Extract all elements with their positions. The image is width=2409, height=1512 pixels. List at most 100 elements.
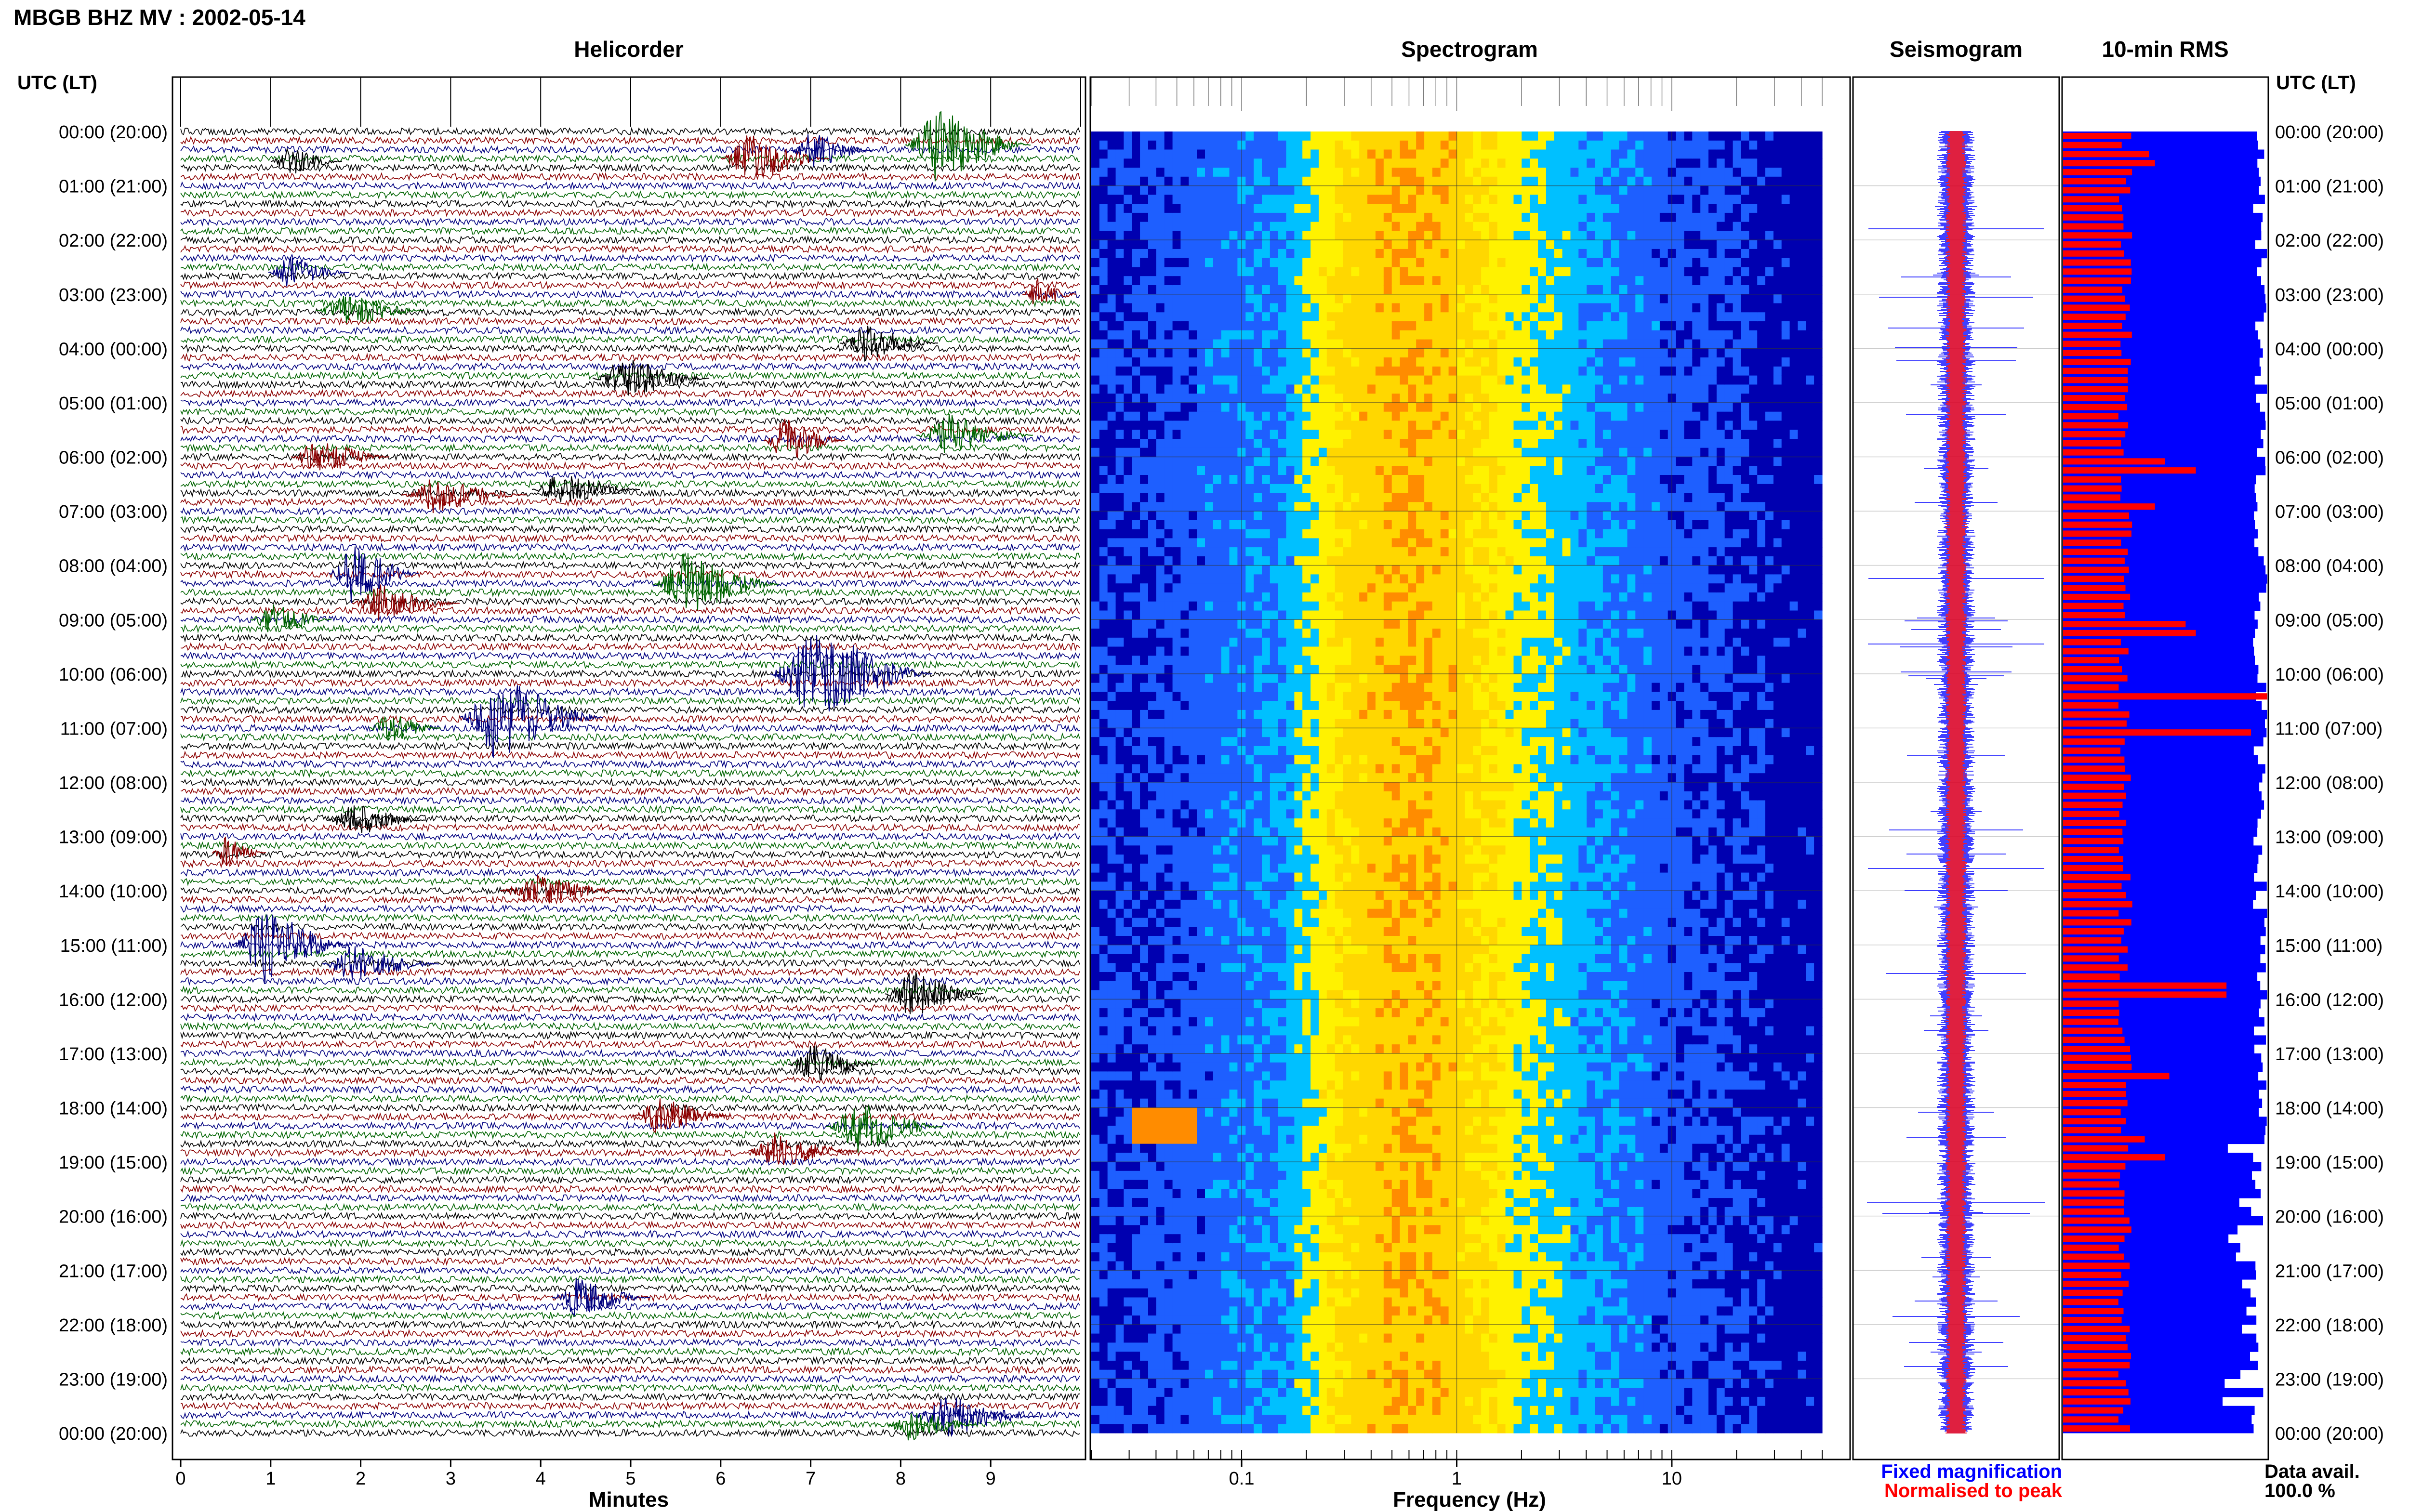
spectrogram-cell — [1124, 394, 1132, 403]
helicorder-trace — [180, 524, 1080, 534]
spectrogram-cell — [1148, 999, 1157, 1009]
spectrogram-cell — [1205, 990, 1214, 999]
spectrogram-cell — [1270, 1044, 1279, 1054]
spectrogram-cell — [1140, 1333, 1149, 1343]
spectrogram-cell — [1278, 1261, 1287, 1271]
spectrogram-cell — [1148, 773, 1157, 783]
spectrogram-cell — [1148, 1396, 1157, 1407]
spectrogram-cell — [1310, 972, 1319, 982]
spectrogram-cell — [1286, 1207, 1295, 1217]
spectrogram-cell — [1221, 592, 1230, 602]
spectrogram-cell — [1326, 176, 1336, 186]
spectrogram-cell — [1164, 439, 1173, 448]
helicorder-trace — [180, 922, 1080, 932]
spectrogram-cell — [1107, 258, 1116, 268]
spectrogram-cell — [1140, 131, 1149, 141]
spectrogram-cell — [1148, 1153, 1157, 1162]
spectrogram-cell — [1343, 701, 1351, 710]
spectrogram-cell — [1294, 1008, 1303, 1018]
spectrogram-cell — [1124, 565, 1132, 575]
spectrogram-cell — [1091, 258, 1100, 268]
spectrogram-cell — [1107, 131, 1116, 141]
spectrogram-cell — [1286, 348, 1295, 358]
spectrogram-cell — [1302, 1170, 1311, 1181]
spectrogram-cell — [1164, 719, 1173, 729]
spectrogram-cell — [1115, 439, 1125, 448]
spectrogram-cell — [1091, 556, 1100, 566]
spectrogram-cell — [1335, 267, 1344, 276]
spectrogram-cell — [1156, 1252, 1165, 1262]
spectrogram-cell — [1326, 1162, 1336, 1171]
helicorder-trace — [180, 822, 1080, 832]
spectrogram-cell — [1180, 773, 1189, 783]
spectrogram-cell — [1319, 285, 1327, 295]
spectrogram-cell — [1335, 881, 1344, 891]
spectrogram-cell — [1148, 1080, 1157, 1090]
spectrogram-cell — [1205, 1035, 1214, 1045]
spectrogram-cell — [1164, 312, 1173, 322]
spectrogram-cell — [1172, 1207, 1181, 1217]
spectrogram-cell — [1294, 1117, 1303, 1126]
spectrogram-cell — [1221, 493, 1230, 502]
spectrogram-cell — [1343, 131, 1351, 141]
spectrogram-cell — [1213, 755, 1222, 765]
spectrogram-cell — [1172, 619, 1181, 629]
spectrogram-cell — [1326, 267, 1336, 276]
spectrogram-cell — [1205, 430, 1214, 439]
spectrogram-cell — [1254, 520, 1262, 530]
spectrogram-cell — [1213, 1053, 1222, 1063]
spectrogram-cell — [1189, 529, 1197, 539]
spectrogram-cell — [1286, 204, 1295, 213]
spectrogram-cell — [1156, 855, 1165, 864]
spectrogram-cell — [1326, 402, 1336, 412]
spectrogram-cell — [1213, 294, 1222, 304]
spectrogram-cell — [1319, 394, 1327, 403]
spectrogram-cell — [1270, 1388, 1279, 1397]
spectrogram-cell — [1335, 927, 1344, 936]
spectrogram-cell — [1099, 1225, 1108, 1235]
spectrogram-cell — [1205, 348, 1214, 358]
spectrogram-cell — [1245, 701, 1254, 710]
spectrogram-cell — [1310, 692, 1319, 701]
spectrogram-cell — [1172, 746, 1181, 756]
spectrogram-cell — [1156, 755, 1165, 765]
spectrogram-cell — [1326, 764, 1336, 774]
spectrogram-cell — [1335, 936, 1344, 946]
spectrogram-cell — [1189, 466, 1197, 475]
spectrogram-cell — [1229, 1261, 1238, 1271]
spectrogram-cell — [1278, 231, 1287, 240]
spectrogram-cell — [1213, 592, 1222, 602]
spectrogram-cell — [1351, 918, 1360, 927]
spectrogram-cell — [1351, 908, 1360, 919]
spectrogram-cell — [1107, 240, 1116, 250]
spectrogram-cell — [1270, 1352, 1279, 1361]
spectrogram-cell — [1294, 583, 1303, 593]
spectrogram-cell — [1245, 1379, 1254, 1388]
spectrogram-cell — [1205, 719, 1214, 729]
spectrogram-cell — [1343, 312, 1351, 322]
spectrogram-cell — [1213, 945, 1222, 955]
spectrogram-cell — [1180, 710, 1189, 720]
spectrogram-cell — [1326, 231, 1336, 240]
spectrogram-cell — [1229, 863, 1238, 873]
spectrogram-cell — [1132, 149, 1140, 159]
spectrogram-cell — [1326, 538, 1336, 548]
spectrogram-cell — [1343, 1134, 1351, 1144]
spectrogram-cell — [1091, 629, 1100, 638]
spectrogram-cell — [1197, 303, 1205, 313]
spectrogram-cell — [1310, 430, 1319, 439]
spectrogram-cell — [1343, 972, 1351, 982]
spectrogram-cell — [1197, 1261, 1205, 1271]
spectrogram-cell — [1172, 899, 1181, 909]
spectrogram-cell — [1221, 927, 1230, 936]
spectrogram-cell — [1140, 195, 1149, 204]
spectrogram-cell — [1254, 646, 1262, 656]
spectrogram-cell — [1099, 1279, 1108, 1289]
spectrogram-cell — [1197, 1396, 1205, 1407]
spectrogram-cell — [1326, 737, 1336, 747]
spectrogram-cell — [1172, 583, 1181, 593]
spectrogram-cell — [1115, 493, 1125, 502]
spectrogram-cell — [1319, 999, 1327, 1009]
spectrogram-cell — [1302, 646, 1311, 656]
spectrogram-cell — [1221, 1098, 1230, 1108]
